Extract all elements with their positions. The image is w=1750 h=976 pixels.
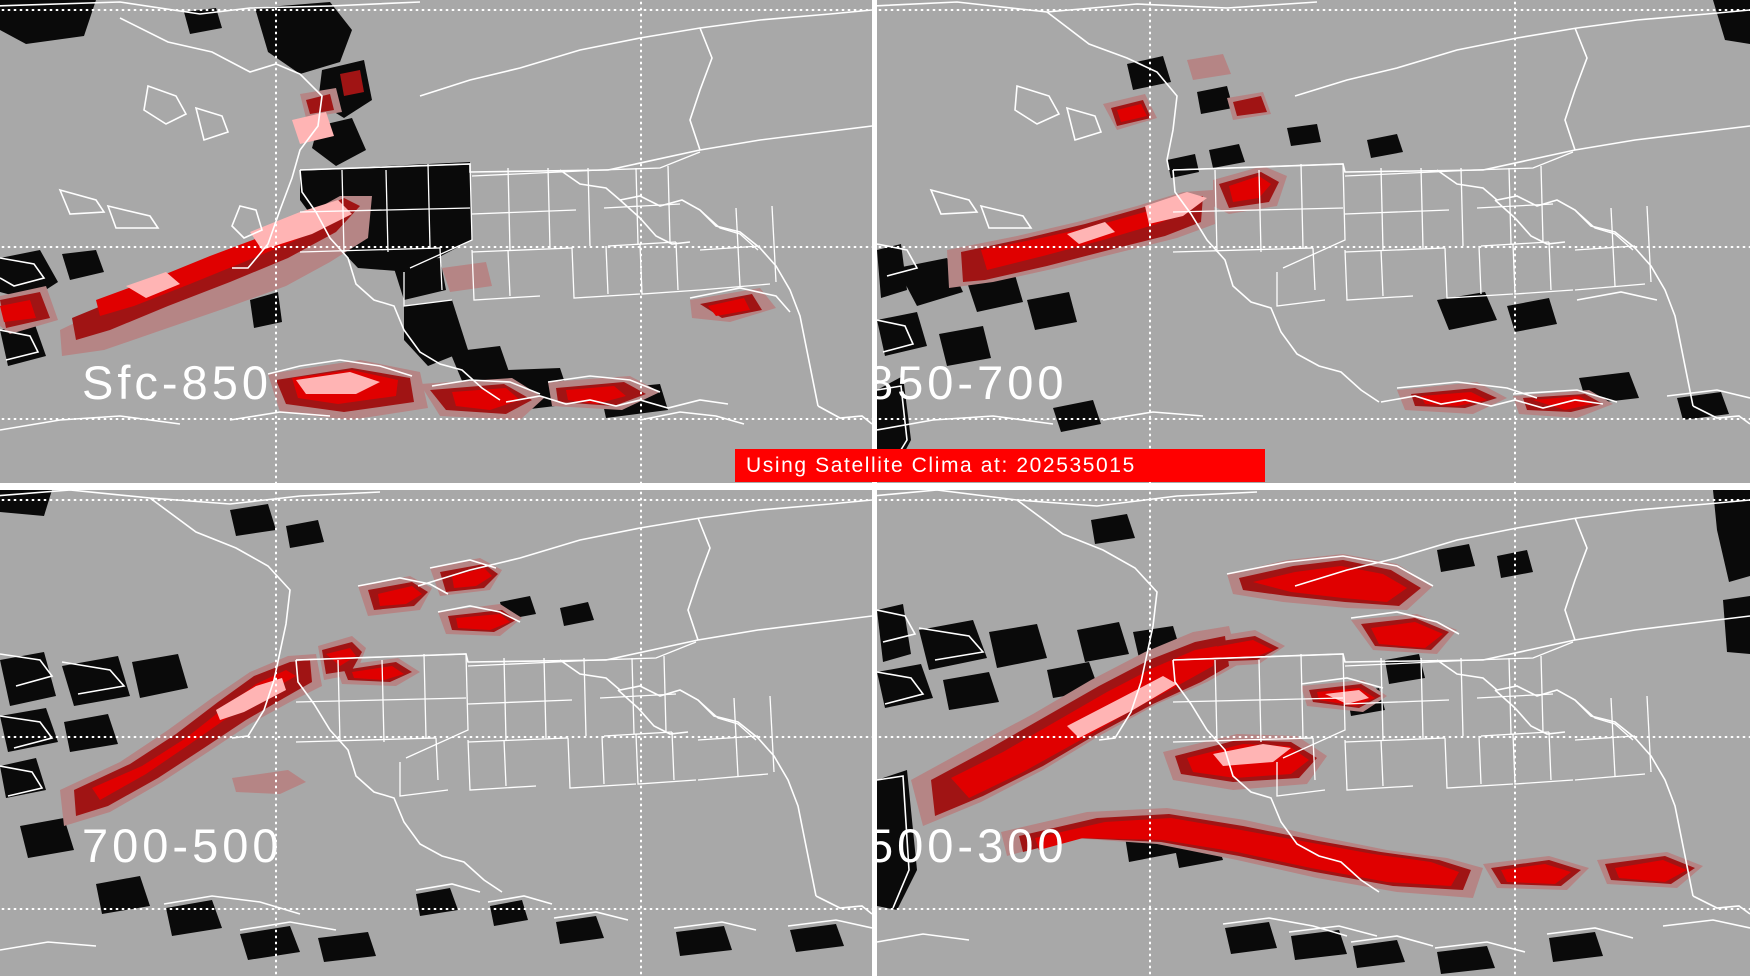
graticule-lon-east xyxy=(1514,0,1516,483)
graticule-lat-top xyxy=(877,9,1750,11)
graticule-lon-east xyxy=(1514,490,1516,976)
graticule-lat-mid xyxy=(0,736,872,738)
panel-label-sfc-850: Sfc-850 xyxy=(82,356,272,409)
graticule-lat-low xyxy=(0,908,872,910)
graticule-lon-east xyxy=(640,490,642,976)
map-geometry-sfc-850 xyxy=(0,0,872,483)
panel-divider-horizontal xyxy=(0,483,1750,490)
graticule-lon-west xyxy=(1149,490,1151,976)
panel-label-700-500: 700-500 xyxy=(82,819,283,872)
graticule-lat-mid xyxy=(877,736,1750,738)
map-geometry-500-300 xyxy=(877,490,1750,976)
graticule-lat-mid xyxy=(877,246,1750,248)
panel-label-500-300: 500-300 xyxy=(877,819,1068,872)
graticule-lat-top xyxy=(877,499,1750,501)
map-geometry-700-500 xyxy=(0,490,872,976)
panel-label-850-700: 850-700 xyxy=(877,356,1068,409)
graticule-lat-low xyxy=(0,418,872,420)
graticule-lat-top xyxy=(0,9,872,11)
graticule-lon-west xyxy=(1149,0,1151,483)
graticule-lat-mid xyxy=(0,246,872,248)
graticule-lon-east xyxy=(640,0,642,483)
map-panel-700-500[interactable]: 700-500 xyxy=(0,490,872,976)
graticule-lat-low xyxy=(877,418,1750,420)
map-panel-sfc-850[interactable]: Sfc-850 xyxy=(0,0,872,483)
map-panel-500-300[interactable]: 500-300 xyxy=(877,490,1750,976)
map-panel-850-700[interactable]: 850-700 xyxy=(877,0,1750,483)
graticule-lat-low xyxy=(877,908,1750,910)
status-banner: Using Satellite Clima at: 202535015 xyxy=(735,449,1265,482)
graticule-lon-west xyxy=(275,490,277,976)
graticule-lat-top xyxy=(0,499,872,501)
map-geometry-850-700 xyxy=(877,0,1750,483)
graticule-lon-west xyxy=(275,0,277,483)
